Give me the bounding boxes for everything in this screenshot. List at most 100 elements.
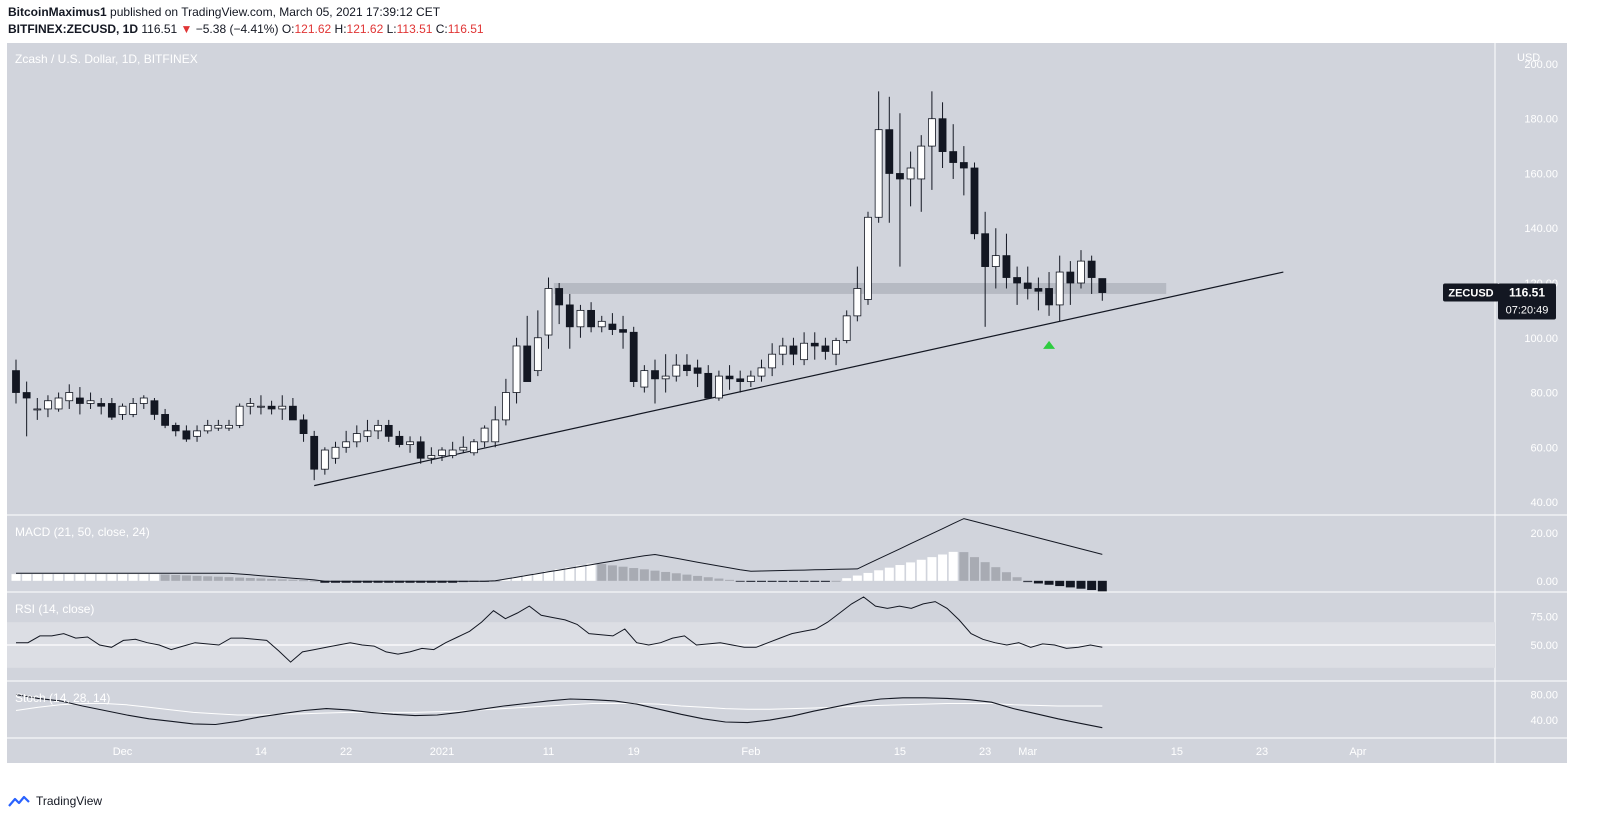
macd-histogram-bar bbox=[224, 577, 234, 581]
macd-histogram-bar bbox=[235, 577, 245, 581]
chart-area[interactable]: 40.0060.0080.00100.00120.00140.00160.001… bbox=[7, 43, 1567, 783]
up-candle bbox=[118, 405, 127, 415]
time-tick-label: Feb bbox=[741, 746, 760, 758]
down-candle bbox=[981, 233, 990, 267]
up-candle bbox=[54, 397, 63, 410]
macd-histogram-bar bbox=[714, 578, 724, 581]
macd-histogram-bar bbox=[959, 552, 969, 581]
stoch-tick-label: 40.00 bbox=[1530, 715, 1558, 727]
down-candle bbox=[171, 424, 180, 432]
macd-histogram-bar bbox=[1012, 577, 1022, 581]
down-candle bbox=[384, 424, 393, 437]
macd-histogram-bar bbox=[192, 575, 202, 581]
down-arrow-icon: ▼ bbox=[180, 22, 193, 36]
macd-histogram-bar bbox=[86, 574, 96, 581]
macd-histogram-bar bbox=[895, 565, 905, 581]
open-label: O: bbox=[281, 22, 295, 36]
down-candle bbox=[12, 370, 20, 393]
macd-histogram-bar bbox=[107, 574, 117, 581]
down-candle bbox=[107, 403, 116, 418]
macd-histogram-bar bbox=[948, 551, 958, 581]
time-axis[interactable]: Dec 14 22 2021 11 19 Feb 15 23 Mar 15 23 Apr bbox=[113, 746, 1367, 758]
down-candle bbox=[1087, 260, 1096, 278]
up-candle bbox=[906, 167, 915, 180]
up-candle bbox=[640, 370, 649, 388]
chart-svg[interactable]: 40.0060.0080.00100.00120.00140.00160.001… bbox=[7, 43, 1567, 783]
macd-histogram-bar bbox=[288, 579, 298, 581]
down-candle bbox=[810, 342, 819, 347]
macd-histogram-bar bbox=[810, 580, 820, 582]
time-tick-label: 15 bbox=[894, 746, 906, 758]
up-candle bbox=[86, 400, 95, 404]
down-candle bbox=[1002, 255, 1011, 278]
price-tick-label: 80.00 bbox=[1530, 388, 1558, 400]
rsi-pane: 75.00 50.00 bbox=[7, 596, 1558, 668]
main-pane-title: Zcash / U.S. Dollar, 1D, BITFINEX bbox=[15, 52, 198, 66]
up-candle bbox=[193, 430, 201, 437]
stoch-title: Stoch (14, 28, 14) bbox=[15, 691, 110, 705]
macd-histogram-bar bbox=[597, 564, 607, 581]
macd-histogram-bar bbox=[181, 575, 191, 581]
down-candle bbox=[416, 441, 425, 459]
down-candle bbox=[182, 430, 191, 440]
price-axis-background bbox=[1495, 43, 1567, 738]
up-candle bbox=[65, 392, 74, 402]
macd-tick-label: 20.00 bbox=[1530, 528, 1558, 540]
up-candle bbox=[746, 375, 755, 382]
macd-histogram-bar bbox=[139, 574, 149, 581]
up-candle bbox=[129, 403, 138, 415]
down-candle bbox=[565, 304, 574, 328]
up-candle bbox=[576, 309, 585, 328]
author-name[interactable]: BitcoinMaximus1 bbox=[8, 5, 107, 19]
macd-histogram-bar bbox=[916, 559, 926, 581]
up-candle bbox=[257, 405, 265, 408]
up-candle bbox=[544, 288, 553, 336]
macd-histogram-bar bbox=[213, 576, 223, 581]
up-candle bbox=[352, 433, 361, 443]
down-candle bbox=[1066, 271, 1075, 284]
macd-histogram-bar bbox=[991, 567, 1001, 581]
macd-histogram-bar bbox=[565, 567, 575, 581]
macd-histogram-bar bbox=[725, 579, 735, 581]
macd-histogram-bar bbox=[1023, 580, 1033, 583]
published-text: published on TradingView.com, March 05, … bbox=[110, 5, 441, 19]
time-tick-label: 22 bbox=[340, 746, 352, 758]
currency-label: USD bbox=[1517, 52, 1540, 64]
macd-histogram-bar bbox=[682, 574, 692, 581]
macd-histogram-bar bbox=[1065, 580, 1075, 588]
tradingview-brand[interactable]: TradingView bbox=[8, 791, 102, 811]
down-candle bbox=[608, 323, 617, 330]
macd-histogram-bar bbox=[75, 574, 85, 581]
time-tick-label: 14 bbox=[255, 746, 267, 758]
macd-line bbox=[16, 518, 1103, 582]
up-candle bbox=[512, 345, 521, 393]
macd-histogram-bar bbox=[267, 578, 277, 581]
time-tick-label: 19 bbox=[628, 746, 640, 758]
time-tick-label: Dec bbox=[113, 746, 133, 758]
macd-histogram-bar bbox=[938, 554, 948, 581]
up-candle bbox=[597, 320, 606, 328]
up-candle bbox=[917, 145, 926, 180]
up-candle bbox=[139, 397, 148, 404]
macd-histogram-bar bbox=[43, 574, 53, 581]
up-candle bbox=[672, 364, 681, 377]
low-value: 113.51 bbox=[396, 22, 433, 36]
macd-histogram-bar bbox=[629, 568, 639, 581]
macd-histogram-bar bbox=[607, 565, 617, 581]
up-candle bbox=[44, 400, 52, 410]
macd-histogram-bar bbox=[22, 574, 32, 581]
up-candle bbox=[874, 129, 883, 218]
symbol-tag-label: ZECUSD bbox=[1448, 288, 1493, 300]
macd-histogram-bar bbox=[820, 580, 830, 582]
price-tick-label: 180.00 bbox=[1524, 114, 1558, 126]
up-candle bbox=[246, 403, 255, 407]
macd-histogram-bar bbox=[906, 562, 916, 581]
up-candle bbox=[864, 216, 872, 300]
up-candle bbox=[757, 367, 766, 377]
down-candle bbox=[789, 345, 798, 355]
time-tick-label: Apr bbox=[1349, 746, 1366, 758]
macd-histogram-bar bbox=[256, 578, 266, 581]
down-candle bbox=[651, 370, 659, 380]
countdown-label: 07:20:49 bbox=[1506, 305, 1549, 317]
price-tick-label: 60.00 bbox=[1530, 442, 1558, 454]
